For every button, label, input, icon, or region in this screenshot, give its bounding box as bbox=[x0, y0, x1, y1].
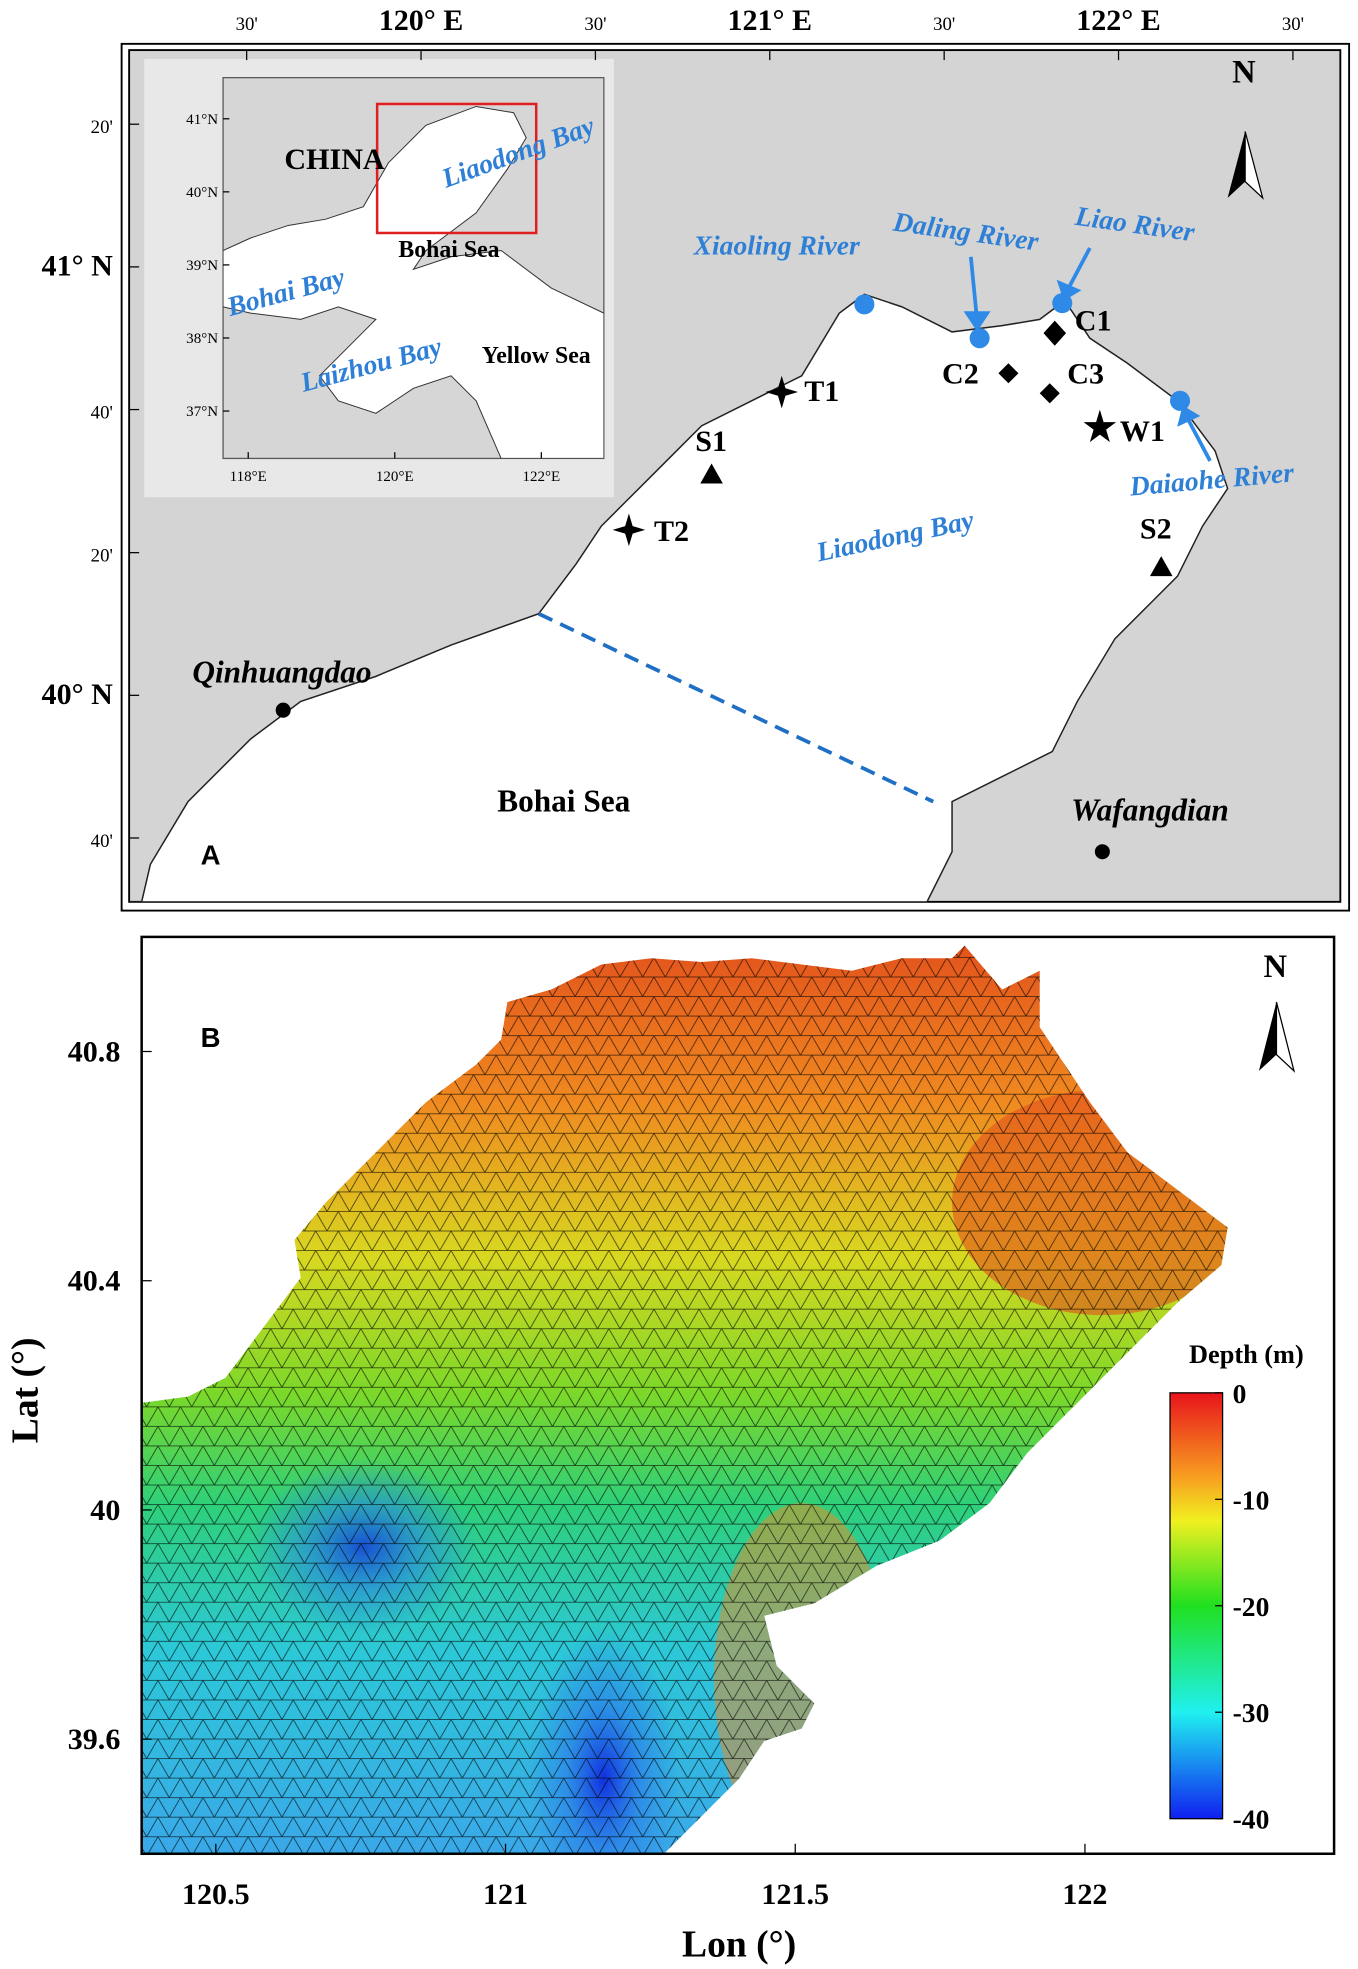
river-mouth bbox=[1169, 390, 1191, 411]
station-label: S1 bbox=[695, 424, 727, 458]
colorbar-tick-label: 0 bbox=[1233, 1378, 1247, 1409]
panel-a-ticks: 30' 120° E 30' 121° E 30' 122° E 30' 20' 41° N 40… bbox=[42, 3, 1304, 852]
north-arrow bbox=[1227, 131, 1246, 198]
river-mouth bbox=[969, 328, 990, 349]
inset-lat-label: 37°N bbox=[186, 404, 218, 420]
inset-lat-label: 40°N bbox=[186, 185, 218, 201]
colorbar-tick-label: -30 bbox=[1233, 1697, 1270, 1728]
station-marker bbox=[998, 363, 1019, 384]
river-label: Xiaoling River bbox=[693, 229, 860, 260]
colorbar-tick-label: -10 bbox=[1233, 1484, 1270, 1515]
station-marker bbox=[700, 463, 723, 484]
colorbar bbox=[1169, 1392, 1224, 1820]
colorbar-tick-label: -20 bbox=[1233, 1591, 1270, 1622]
inset-lat-label: 38°N bbox=[186, 331, 218, 347]
station-marker bbox=[1149, 556, 1173, 577]
y-tick-label: 40 bbox=[90, 1493, 120, 1527]
x-tick-label: 121 bbox=[483, 1877, 528, 1911]
inset-lon-label: 120°E bbox=[376, 469, 414, 485]
y-tick-label: 40.4 bbox=[68, 1264, 121, 1298]
station-label: C1 bbox=[1075, 304, 1112, 338]
inset-ticks: 118°E 120°E 122°E 41°N 40°N 39°N 38°N 37°N bbox=[186, 112, 560, 485]
colorbar-title: Depth (m) bbox=[1189, 1340, 1304, 1369]
station-marker bbox=[1083, 409, 1117, 443]
inset-focus-box bbox=[375, 102, 538, 235]
inset-label: Yellow Sea bbox=[482, 343, 591, 369]
colorbar-tick-label: -40 bbox=[1233, 1804, 1270, 1835]
river-mouth bbox=[854, 294, 875, 315]
x-axis-label: Lon (°) bbox=[682, 1924, 796, 1965]
lat-tick-label: 40' bbox=[91, 402, 113, 423]
inset-lon-label: 122°E bbox=[522, 469, 560, 485]
lon-tick-label: 30' bbox=[1282, 14, 1304, 35]
lat-tick-label: 41° N bbox=[42, 249, 114, 283]
lat-tick-label: 40' bbox=[91, 831, 113, 852]
panel-a: CHINA Liaodong Bay Bohai Sea Yellow Sea … bbox=[42, 3, 1351, 912]
lon-tick-label: 30' bbox=[236, 14, 258, 35]
station-markers bbox=[612, 320, 1173, 577]
y-tick-label: 40.8 bbox=[68, 1035, 121, 1069]
station-marker bbox=[1043, 320, 1067, 346]
lon-tick-label: 122° E bbox=[1076, 3, 1161, 37]
lon-tick-label: 121° E bbox=[727, 3, 812, 37]
panel-label: A bbox=[201, 839, 221, 870]
station-label: C2 bbox=[942, 356, 979, 390]
y-axis-label: Lat (°) bbox=[6, 1337, 47, 1443]
panel-label: B bbox=[201, 1022, 221, 1053]
north-arrow bbox=[1258, 1002, 1277, 1071]
sea bbox=[129, 293, 1229, 902]
lon-tick-label: 120° E bbox=[379, 3, 464, 37]
station-label: S2 bbox=[1140, 512, 1172, 546]
lat-tick-label: 20' bbox=[91, 545, 113, 566]
inset-label: Bohai Sea bbox=[398, 237, 499, 263]
station-marker bbox=[765, 375, 798, 409]
x-tick-label: 120.5 bbox=[182, 1877, 250, 1911]
x-tick-label: 121.5 bbox=[761, 1877, 829, 1911]
station-label: C3 bbox=[1067, 356, 1104, 390]
river-arrows bbox=[963, 247, 1212, 462]
plot-frame bbox=[140, 935, 1336, 1856]
station-label: T2 bbox=[654, 514, 689, 548]
inset-title: CHINA bbox=[284, 142, 384, 176]
lat-tick-label: 40° N bbox=[42, 677, 114, 711]
lat-tick-label: 20' bbox=[91, 117, 113, 138]
panel-b-ticks: 120.5 121 121.5 122 40.8 40.4 40 39.6 0 -10 -20 -30… bbox=[68, 1035, 1270, 1911]
y-tick-label: 39.6 bbox=[68, 1722, 121, 1756]
city-label: Qinhuangdao bbox=[192, 655, 371, 690]
city-marker bbox=[1094, 844, 1110, 860]
station-label: W1 bbox=[1120, 414, 1165, 448]
x-tick-label: 122 bbox=[1062, 1877, 1107, 1911]
inset-lat-label: 39°N bbox=[186, 258, 218, 274]
bay-boundary bbox=[537, 612, 935, 804]
sea-label: Bohai Sea bbox=[497, 784, 630, 819]
lon-tick-label: 30' bbox=[584, 14, 606, 35]
lon-tick-label: 30' bbox=[933, 14, 955, 35]
panel-b: B N Lon (°) Lat (°) Depth (m) 120.5 121 12… bbox=[6, 935, 1336, 1965]
inset-lon-label: 118°E bbox=[230, 469, 267, 485]
city-marker bbox=[275, 702, 291, 718]
city-label: Wafangdian bbox=[1071, 792, 1229, 827]
station-label: T1 bbox=[804, 374, 839, 408]
station-marker bbox=[612, 513, 646, 547]
north-label: N bbox=[1232, 55, 1256, 91]
north-label: N bbox=[1263, 949, 1287, 985]
inset-sea bbox=[223, 105, 604, 459]
inset-lat-label: 41°N bbox=[186, 112, 218, 128]
